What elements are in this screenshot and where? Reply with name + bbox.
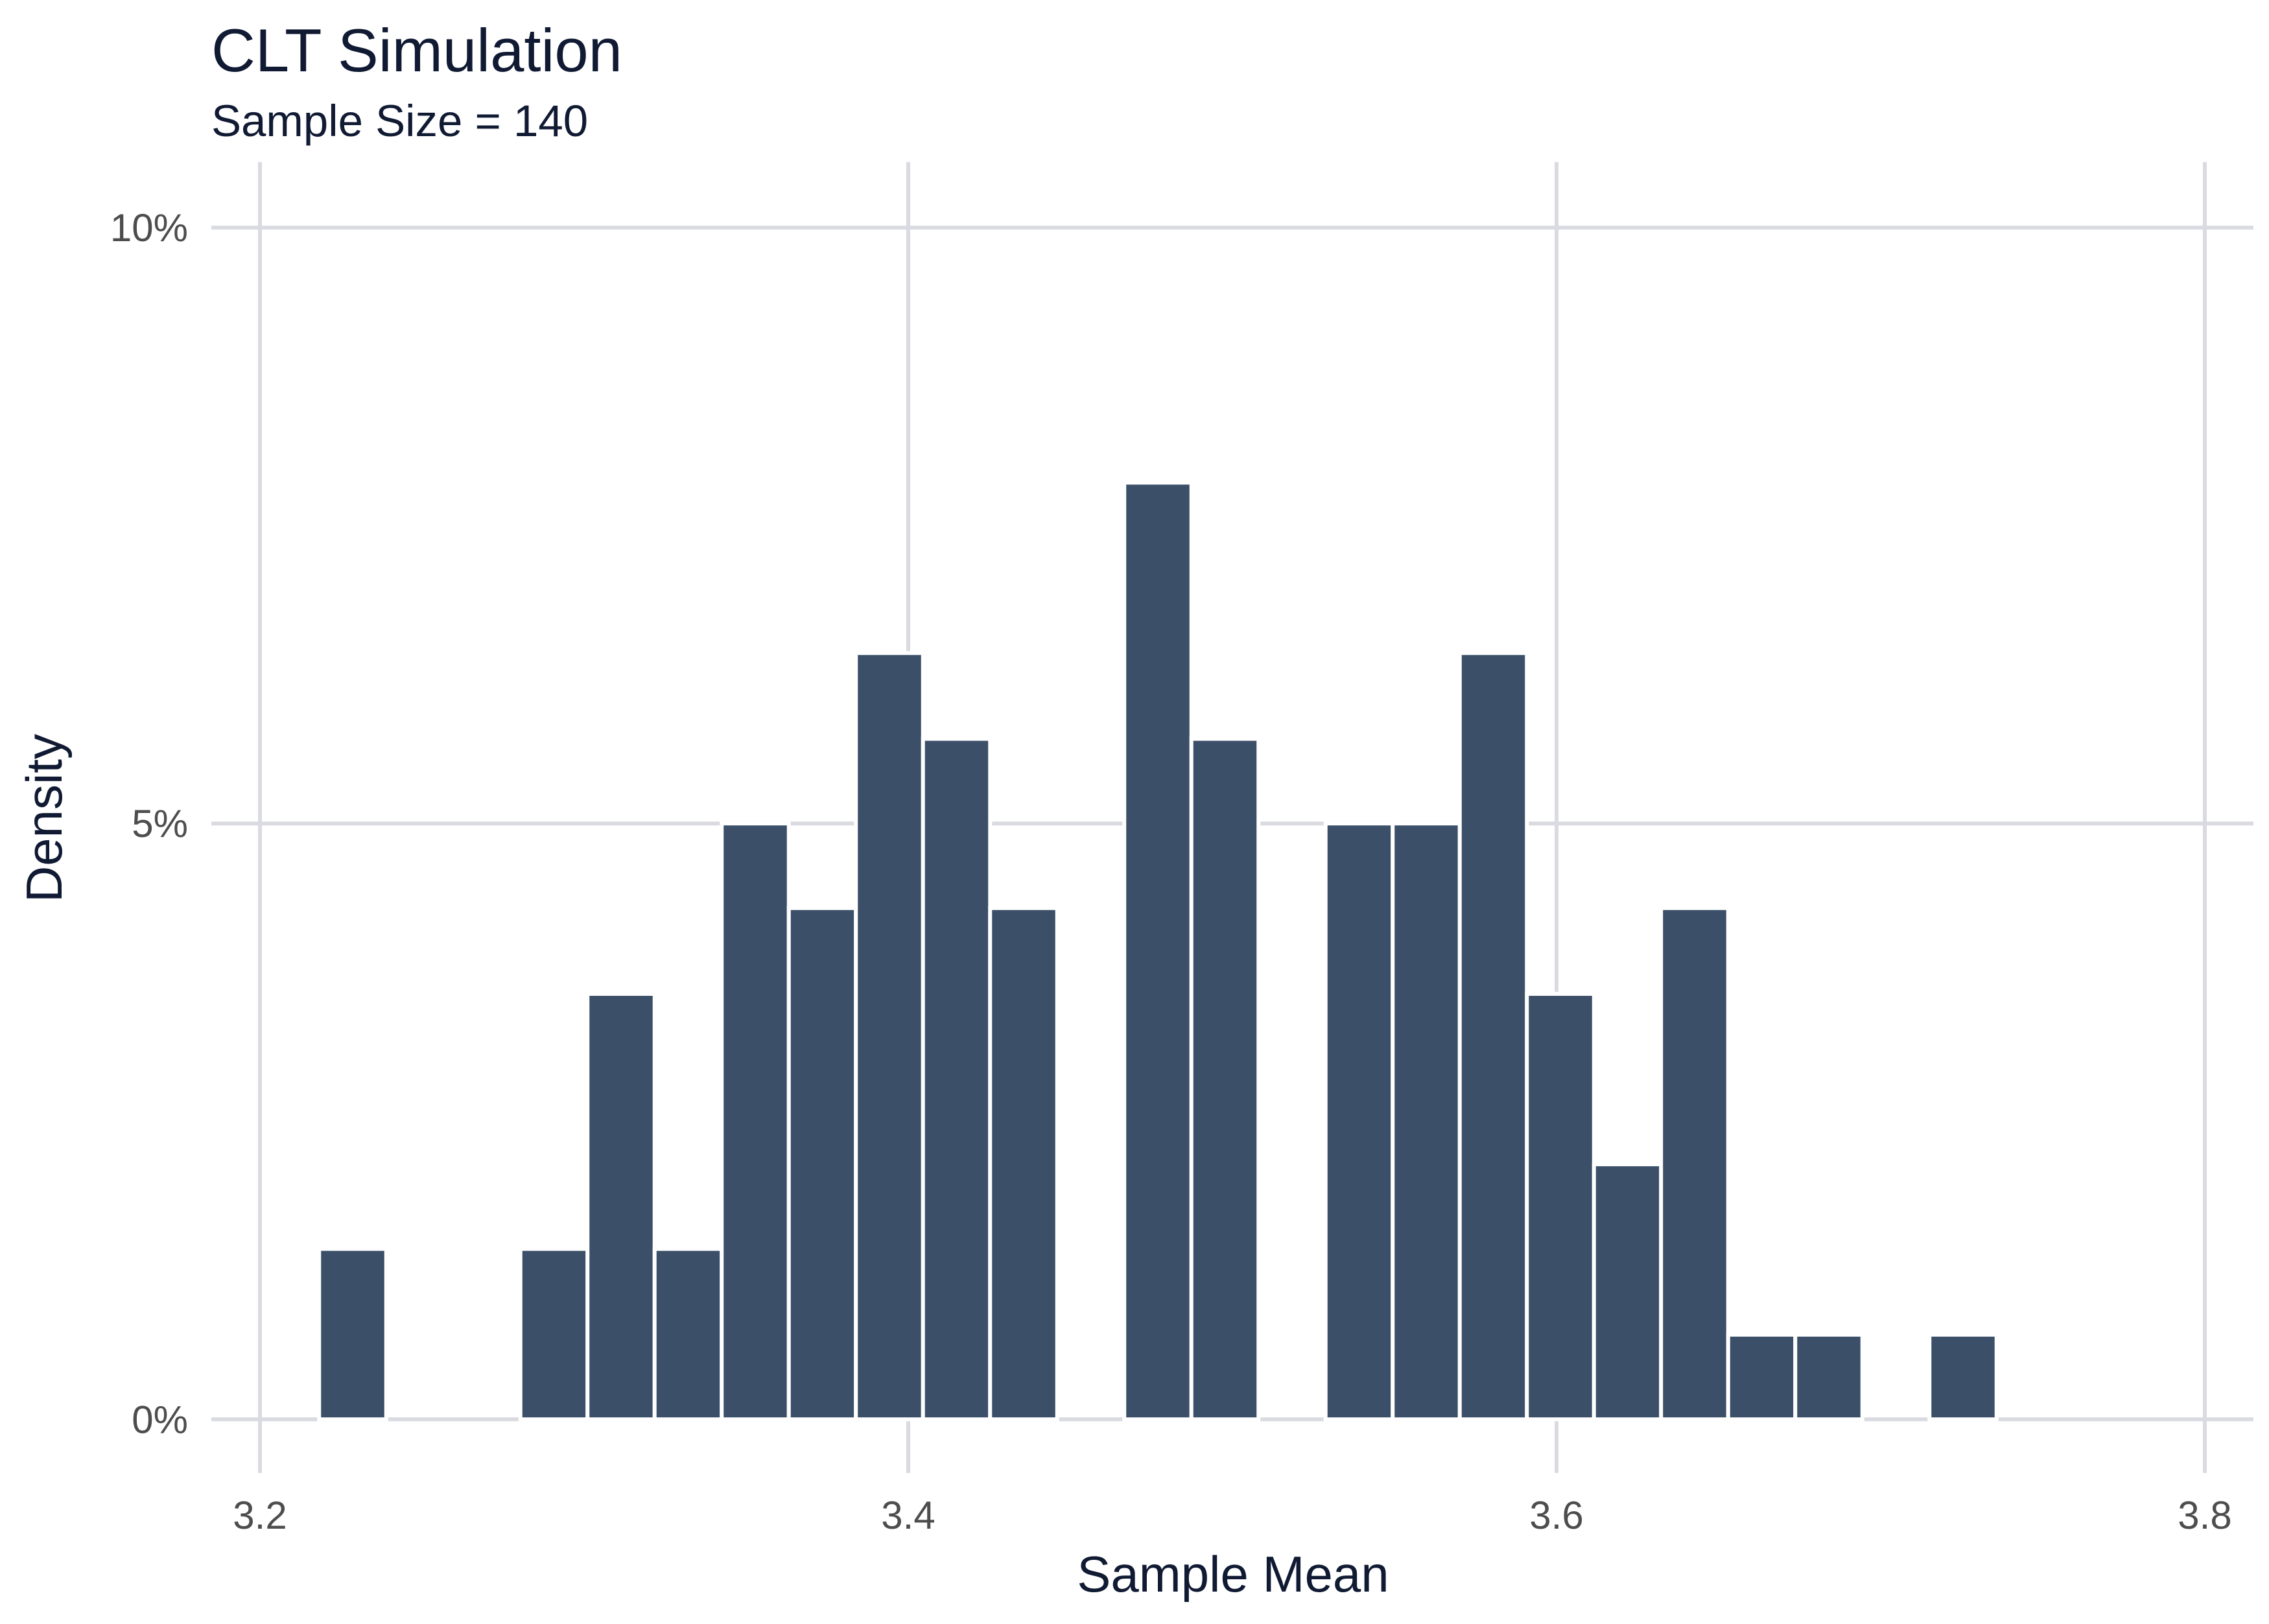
histogram-bar — [1927, 1332, 1999, 1422]
histogram-bar — [1189, 736, 1261, 1422]
histogram-bar — [1726, 1332, 1798, 1422]
histogram-bar — [1323, 821, 1395, 1422]
histogram-bar — [317, 1247, 388, 1422]
x-tick-label: 3.6 — [1529, 1494, 1583, 1537]
histogram-bar — [720, 821, 791, 1422]
histogram-bar — [1793, 1332, 1864, 1422]
x-axis-title: Sample Mean — [1077, 1546, 1389, 1603]
histogram-bar — [786, 906, 858, 1422]
histogram-bar — [1592, 1162, 1664, 1422]
y-axis-title: Density — [16, 734, 73, 902]
histogram-bar — [988, 906, 1059, 1422]
x-tick-label: 3.8 — [2178, 1494, 2231, 1537]
y-tick-label: 0% — [132, 1398, 188, 1441]
chart-subtitle: Sample Size = 140 — [211, 96, 588, 146]
histogram-bar — [518, 1247, 590, 1422]
tick-layer: 3.2 3.4 3.6 3.8 0% 5% 10% — [110, 206, 2232, 1537]
histogram-bar — [1659, 906, 1730, 1422]
bar-layer — [317, 480, 1999, 1422]
histogram-bar — [1525, 992, 1596, 1422]
histogram-bar — [1122, 480, 1193, 1422]
histogram-bar — [1457, 651, 1529, 1422]
x-tick-label: 3.2 — [233, 1494, 287, 1537]
histogram-bar — [854, 651, 925, 1422]
histogram-bar — [652, 1247, 724, 1422]
chart-title: CLT Simulation — [211, 16, 622, 84]
y-tick-label: 10% — [110, 206, 188, 250]
histogram-bar — [585, 992, 657, 1422]
x-tick-label: 3.4 — [881, 1494, 935, 1537]
histogram-bar — [921, 736, 993, 1422]
histogram-bar — [1391, 821, 1462, 1422]
y-tick-label: 5% — [132, 802, 188, 845]
